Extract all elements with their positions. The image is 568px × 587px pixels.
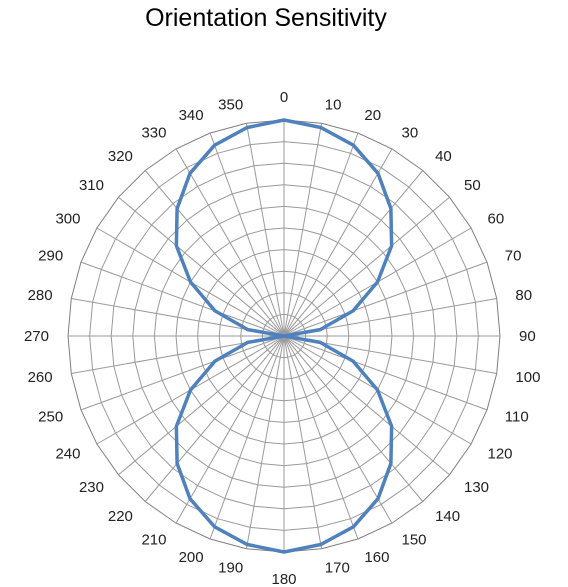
angle-tick-label: 50 (464, 177, 481, 194)
grid-spoke (144, 170, 285, 337)
data-point (188, 497, 192, 500)
grid-spoke (118, 196, 285, 337)
grid-spoke (118, 335, 285, 476)
data-point (319, 543, 322, 546)
data-point (189, 280, 192, 284)
data-point (376, 172, 380, 175)
angle-tick-label: 190 (218, 559, 243, 576)
angle-tick-label: 260 (28, 369, 53, 386)
angle-tick-label: 220 (108, 508, 133, 525)
data-point (175, 425, 178, 428)
data-point (213, 525, 216, 528)
angle-tick-label: 90 (519, 328, 536, 345)
data-point (319, 126, 322, 129)
angle-tick-label: 30 (402, 125, 419, 142)
grid-spoke (80, 261, 285, 337)
angle-tick-label: 120 (488, 446, 513, 463)
data-point (213, 309, 217, 313)
data-point (213, 144, 216, 147)
grid-spoke (175, 335, 285, 524)
data-point (282, 334, 286, 338)
angle-tick-label: 140 (435, 508, 460, 525)
data-point (352, 525, 355, 528)
angle-tick-label: 170 (325, 559, 350, 576)
data-point (319, 341, 322, 344)
angle-tick-label: 210 (141, 532, 166, 549)
data-point (246, 543, 249, 546)
data-point (389, 462, 393, 465)
angle-tick-label: 60 (488, 211, 505, 228)
angle-tick-label: 340 (179, 107, 204, 124)
angle-tick-label: 290 (38, 248, 63, 265)
data-point (175, 207, 179, 210)
grid-spoke (246, 335, 285, 549)
grid-spoke (283, 170, 424, 337)
data-point (390, 244, 393, 247)
angle-tick-label: 180 (271, 571, 296, 587)
angle-tick-label: 330 (141, 125, 166, 142)
data-point (213, 359, 217, 363)
data-point (352, 144, 355, 147)
angle-tick-label: 240 (55, 446, 80, 463)
grid-spoke (209, 132, 285, 337)
angle-tick-label: 160 (364, 549, 389, 566)
angle-tick-label: 100 (515, 369, 540, 386)
grid-spoke (283, 335, 393, 524)
grid-spoke (283, 335, 424, 502)
data-point (246, 328, 249, 331)
data-point (389, 207, 393, 210)
data-point (189, 388, 192, 392)
data-point (175, 462, 179, 465)
data-point (246, 126, 249, 129)
angle-tick-label: 270 (24, 328, 49, 345)
data-point (351, 359, 355, 363)
angle-tick-label: 150 (402, 532, 427, 549)
data-point (376, 497, 380, 500)
grid-spoke (283, 335, 488, 411)
angle-tick-label: 70 (505, 248, 522, 265)
grid-spoke (175, 148, 285, 337)
angle-tick-label: 230 (79, 479, 104, 496)
data-point (175, 244, 178, 247)
angle-tick-label: 200 (179, 549, 204, 566)
series-layer (174, 118, 394, 554)
angle-tick-label: 300 (55, 211, 80, 228)
data-point (282, 118, 286, 122)
data-point (376, 388, 379, 392)
grid-spoke (246, 123, 285, 337)
grid-spoke (283, 261, 488, 337)
angle-tick-label: 130 (464, 479, 489, 496)
grid-spoke (144, 335, 285, 502)
grid-spoke (283, 148, 393, 337)
angle-tick-label: 20 (364, 107, 381, 124)
data-point (282, 550, 286, 554)
angle-tick-label: 40 (435, 148, 452, 165)
data-point (188, 172, 192, 175)
data-point (390, 425, 393, 428)
angle-tick-label: 310 (79, 177, 104, 194)
grid-spoke (283, 335, 359, 540)
grid-spoke (283, 335, 450, 476)
grid-spoke (283, 196, 450, 337)
angle-tick-label: 110 (505, 408, 529, 425)
angle-tick-label: 280 (28, 287, 53, 304)
grid-spoke (283, 123, 322, 337)
grid-spoke (283, 132, 359, 337)
data-point (246, 341, 249, 344)
angle-tick-label: 80 (515, 287, 532, 304)
chart-title: Orientation Sensitivity (145, 4, 387, 32)
data-point (376, 280, 379, 284)
angle-tick-label: 350 (218, 97, 243, 114)
angle-tick-label: 250 (38, 408, 63, 425)
angle-tick-label: 0 (280, 89, 288, 106)
angle-tick-label: 10 (325, 97, 342, 114)
grid-spoke (209, 335, 285, 540)
angle-tick-label: 320 (108, 148, 133, 165)
data-point (351, 309, 355, 313)
grid-spoke (80, 335, 285, 411)
data-point (319, 328, 322, 331)
grid-spoke (283, 335, 322, 549)
